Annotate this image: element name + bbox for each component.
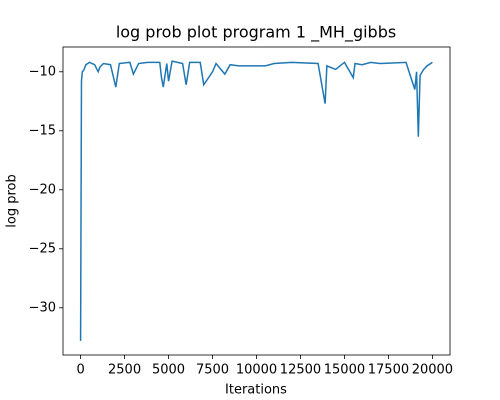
x-axis-label: Iterations	[225, 383, 287, 398]
x-tick-label: 20000	[412, 363, 453, 378]
x-tick-label: 10000	[236, 363, 277, 378]
data-line	[79, 60, 433, 341]
y-tick-label: −20	[29, 182, 56, 197]
x-tick-label: 17500	[368, 363, 409, 378]
y-tick-label: −30	[29, 300, 56, 315]
y-tick-label: −15	[29, 123, 56, 138]
y-axis-label: log prob	[5, 174, 20, 227]
x-tick-label: 0	[76, 363, 84, 378]
plot-frame	[62, 46, 451, 356]
x-tick-label: 7500	[196, 363, 229, 378]
chart-title: log prob plot program 1 _MH_gibbs	[116, 23, 396, 43]
y-tick-label: −10	[29, 64, 56, 79]
x-tick-label: 12500	[280, 363, 321, 378]
y-tick-label: −25	[29, 241, 56, 256]
x-tick-label: 2500	[108, 363, 141, 378]
x-tick-label: 5000	[152, 363, 185, 378]
x-tick-label: 15000	[324, 363, 365, 378]
